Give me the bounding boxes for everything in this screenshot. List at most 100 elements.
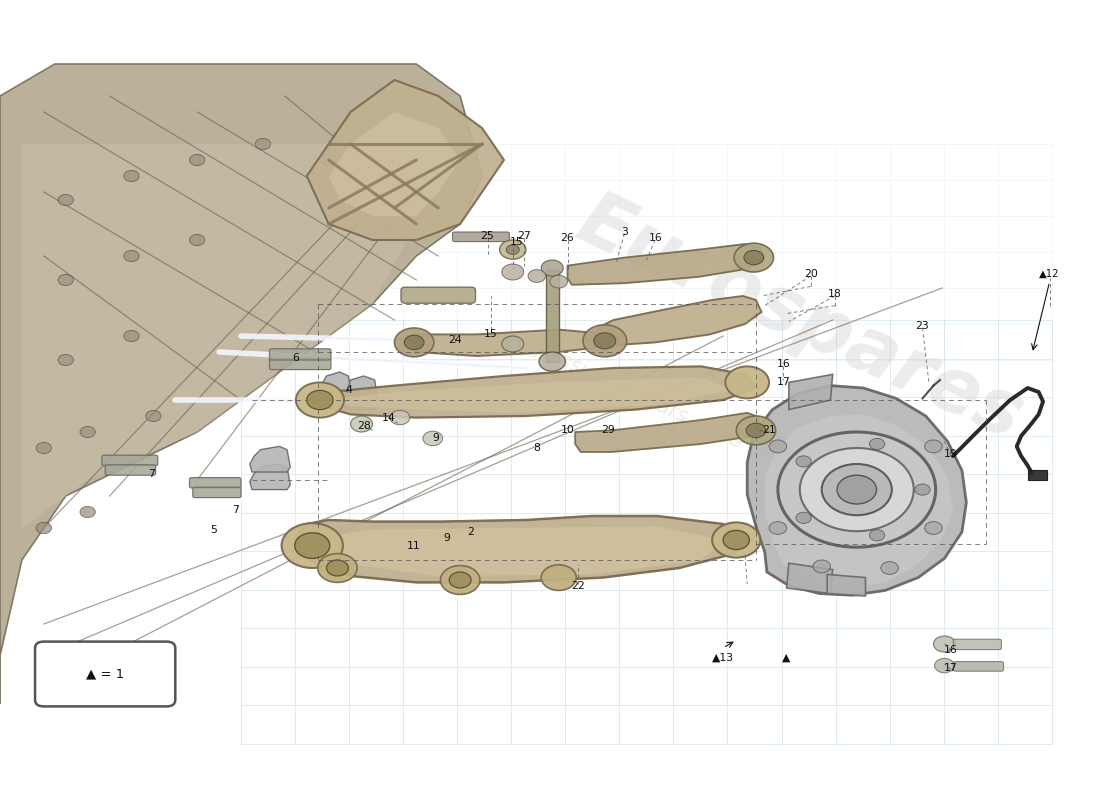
FancyBboxPatch shape — [106, 465, 155, 475]
Text: 5: 5 — [210, 525, 217, 534]
Text: 18: 18 — [828, 290, 842, 299]
Circle shape — [796, 456, 812, 467]
Text: 8: 8 — [534, 443, 540, 453]
Circle shape — [189, 234, 205, 246]
Circle shape — [321, 154, 337, 166]
Text: 24: 24 — [448, 335, 462, 345]
Circle shape — [769, 440, 786, 453]
Circle shape — [124, 330, 139, 342]
Circle shape — [822, 464, 892, 515]
Polygon shape — [296, 516, 745, 582]
FancyBboxPatch shape — [954, 639, 1001, 650]
FancyBboxPatch shape — [402, 287, 475, 303]
FancyBboxPatch shape — [954, 662, 1003, 671]
Circle shape — [58, 194, 74, 206]
Circle shape — [935, 658, 955, 673]
Bar — [546, 270, 559, 362]
Circle shape — [124, 170, 139, 182]
Text: 4: 4 — [345, 386, 352, 395]
Text: 16: 16 — [944, 645, 958, 654]
Text: 27: 27 — [517, 231, 530, 241]
Polygon shape — [0, 64, 482, 704]
Polygon shape — [329, 526, 723, 576]
Text: 15: 15 — [484, 330, 497, 339]
Text: ▲13: ▲13 — [712, 653, 734, 662]
Circle shape — [440, 566, 480, 594]
Text: 23: 23 — [915, 322, 930, 331]
Text: 17: 17 — [777, 378, 790, 387]
Text: Eurospares: Eurospares — [565, 184, 1034, 456]
Text: ▲ = 1: ▲ = 1 — [86, 667, 124, 680]
Circle shape — [36, 442, 52, 454]
Circle shape — [769, 522, 786, 534]
Text: 9: 9 — [432, 434, 440, 443]
Circle shape — [744, 250, 763, 265]
Polygon shape — [786, 563, 833, 594]
Text: 26: 26 — [561, 234, 574, 243]
Polygon shape — [250, 464, 290, 490]
Polygon shape — [597, 296, 761, 346]
FancyBboxPatch shape — [192, 487, 241, 498]
Polygon shape — [747, 386, 966, 595]
Polygon shape — [568, 244, 764, 285]
Circle shape — [881, 562, 899, 574]
Polygon shape — [411, 330, 614, 356]
Circle shape — [712, 522, 760, 558]
Polygon shape — [345, 376, 378, 410]
FancyBboxPatch shape — [270, 358, 331, 370]
Circle shape — [725, 366, 769, 398]
Circle shape — [395, 328, 433, 357]
Circle shape — [734, 243, 773, 272]
Circle shape — [36, 522, 52, 534]
Circle shape — [255, 138, 271, 150]
Circle shape — [934, 636, 956, 652]
Circle shape — [813, 560, 830, 573]
Circle shape — [449, 572, 471, 588]
Circle shape — [189, 154, 205, 166]
Circle shape — [583, 325, 627, 357]
Polygon shape — [827, 574, 866, 596]
Text: 29: 29 — [602, 426, 615, 435]
Circle shape — [723, 530, 749, 550]
Text: 17: 17 — [944, 663, 958, 673]
Circle shape — [915, 484, 931, 495]
Polygon shape — [329, 378, 734, 413]
Circle shape — [282, 523, 343, 568]
Text: 20: 20 — [804, 269, 817, 278]
Circle shape — [307, 390, 333, 410]
Circle shape — [296, 382, 344, 418]
Circle shape — [124, 250, 139, 262]
Text: 15: 15 — [510, 237, 524, 246]
Text: 21: 21 — [762, 426, 776, 435]
FancyBboxPatch shape — [35, 642, 175, 706]
Circle shape — [80, 426, 96, 438]
Circle shape — [925, 440, 943, 453]
Text: 19: 19 — [944, 450, 958, 459]
Circle shape — [405, 335, 424, 350]
Text: 25: 25 — [481, 231, 494, 241]
Circle shape — [502, 264, 524, 280]
Circle shape — [327, 560, 349, 576]
Circle shape — [541, 260, 563, 276]
Circle shape — [58, 274, 74, 286]
Polygon shape — [318, 372, 353, 408]
Polygon shape — [22, 144, 416, 560]
Text: 7: 7 — [232, 506, 239, 515]
Circle shape — [295, 533, 330, 558]
Circle shape — [594, 333, 616, 349]
Bar — [1027, 470, 1047, 480]
Circle shape — [58, 354, 74, 366]
FancyBboxPatch shape — [270, 349, 331, 360]
Circle shape — [506, 245, 519, 254]
Circle shape — [502, 336, 524, 352]
FancyBboxPatch shape — [452, 232, 509, 242]
Circle shape — [736, 416, 776, 445]
Circle shape — [539, 352, 565, 371]
FancyBboxPatch shape — [189, 478, 241, 488]
Polygon shape — [789, 374, 833, 410]
Circle shape — [541, 565, 576, 590]
Text: 6: 6 — [293, 354, 299, 363]
Circle shape — [746, 423, 766, 438]
Circle shape — [800, 448, 914, 531]
Circle shape — [925, 522, 943, 534]
